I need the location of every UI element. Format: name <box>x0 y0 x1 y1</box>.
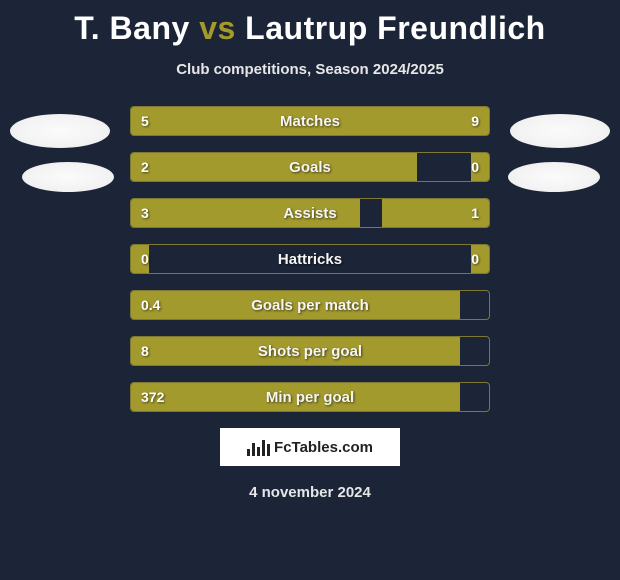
stat-bars: 59Matches20Goals31Assists00Hattricks0.4G… <box>130 106 490 412</box>
subtitle: Club competitions, Season 2024/2025 <box>0 61 620 78</box>
stat-row: 20Goals <box>130 152 490 182</box>
stat-value-right: 0 <box>461 153 489 181</box>
stat-fill-left <box>131 337 460 365</box>
stat-value-left: 0.4 <box>131 291 170 319</box>
stat-fill-left <box>131 291 460 319</box>
stat-row: 0 0Hattricks <box>130 244 490 274</box>
logo-text: FcTables.com <box>274 439 373 456</box>
stat-value-right: 1 <box>461 199 489 227</box>
player1-badge-icon <box>10 114 110 148</box>
player2-badge2-icon <box>508 162 600 192</box>
stat-fill-left <box>131 383 460 411</box>
stat-row: 31Assists <box>130 198 490 228</box>
stat-value-left: 3 <box>131 199 159 227</box>
stat-value-left: 0 <box>131 245 159 273</box>
stat-label: Hattricks <box>131 245 489 273</box>
player1-name: T. Bany <box>74 10 190 46</box>
stat-fill-left <box>131 153 417 181</box>
source-logo: FcTables.com <box>220 428 400 466</box>
player2-name: Lautrup Freundlich <box>245 10 546 46</box>
vs-label: vs <box>199 10 236 46</box>
chart-icon <box>247 438 270 456</box>
stat-value-left: 8 <box>131 337 159 365</box>
stat-value-left: 372 <box>131 383 174 411</box>
chart-area: 59Matches20Goals31Assists00Hattricks0.4G… <box>0 106 620 412</box>
stat-fill-right <box>260 107 489 135</box>
date-label: 4 november 2024 <box>0 484 620 501</box>
stat-value-right: 9 <box>461 107 489 135</box>
stat-value-right: 0 <box>461 245 489 273</box>
stat-value-left: 5 <box>131 107 159 135</box>
player1-badge2-icon <box>22 162 114 192</box>
stat-row: 0.4Goals per match <box>130 290 490 320</box>
comparison-title: T. Bany vs Lautrup Freundlich <box>0 0 620 47</box>
stat-fill-left <box>131 199 360 227</box>
stat-row: 372Min per goal <box>130 382 490 412</box>
stat-row: 59Matches <box>130 106 490 136</box>
player2-badge-icon <box>510 114 610 148</box>
stat-value-left: 2 <box>131 153 159 181</box>
stat-row: 8Shots per goal <box>130 336 490 366</box>
